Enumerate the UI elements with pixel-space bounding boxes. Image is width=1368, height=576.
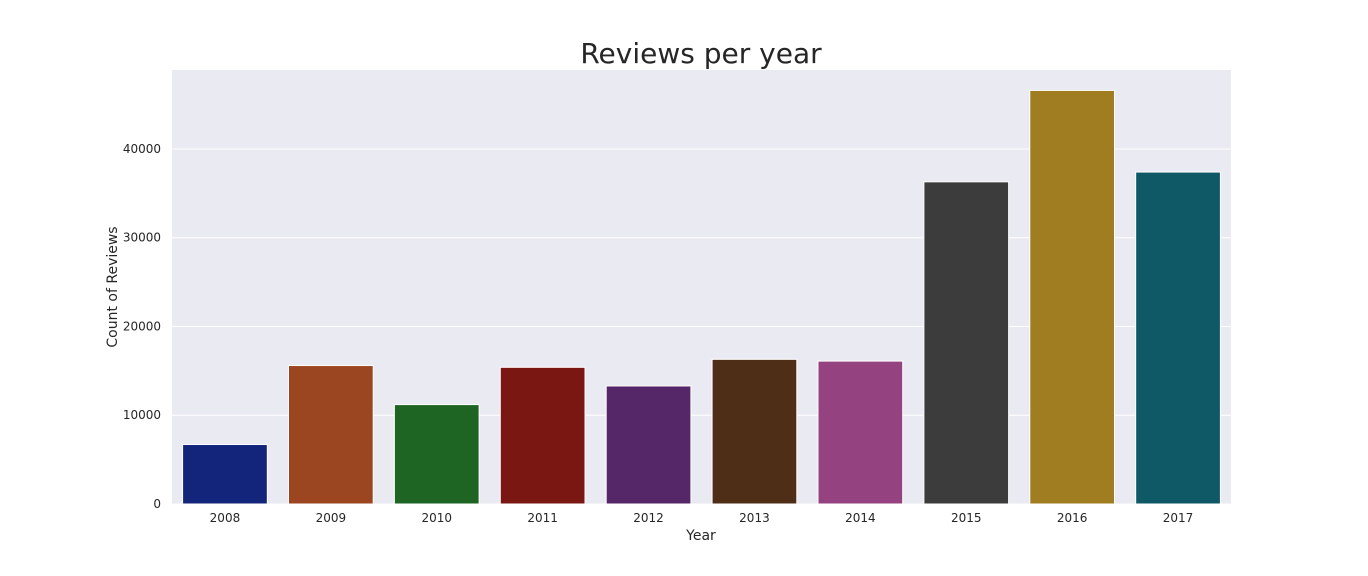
chart-title: Reviews per year	[580, 37, 822, 70]
bar-2013	[711, 358, 798, 505]
x-axis-label: Year	[685, 528, 716, 544]
bar-2010	[393, 404, 480, 505]
y-tick-label: 20000	[123, 319, 161, 333]
bar-2017	[1135, 171, 1221, 505]
y-tick-labels: 0 10000 20000 30000 40000	[123, 142, 161, 511]
x-tick-label: 2011	[527, 511, 558, 525]
bar-2008	[182, 444, 268, 505]
x-tick-label: 2010	[421, 511, 452, 525]
x-tick-labels: 2008 2009 2010 2011 2012 2013 2014 2015 2016 2017	[210, 511, 1194, 525]
y-tick-label: 30000	[123, 231, 161, 245]
bar-2011	[499, 366, 586, 505]
bar-2015	[923, 181, 1010, 505]
x-tick-label: 2008	[210, 511, 241, 525]
x-tick-label: 2014	[845, 511, 876, 525]
x-tick-label: 2016	[1057, 511, 1088, 525]
x-tick-label: 2009	[316, 511, 347, 525]
y-axis-label: Count of Reviews	[105, 226, 121, 347]
y-tick-label: 40000	[123, 142, 161, 156]
x-tick-label: 2015	[951, 511, 982, 525]
x-tick-label: 2012	[633, 511, 664, 525]
y-tick-label: 0	[153, 497, 161, 511]
bar-2014	[817, 360, 904, 505]
bar-2012	[605, 385, 692, 505]
bars	[182, 89, 1221, 505]
x-tick-label: 2017	[1163, 511, 1194, 525]
x-tick-label: 2013	[739, 511, 770, 525]
y-tick-label: 10000	[123, 408, 161, 422]
bar-2016	[1029, 89, 1116, 505]
bar-2009	[287, 365, 374, 505]
